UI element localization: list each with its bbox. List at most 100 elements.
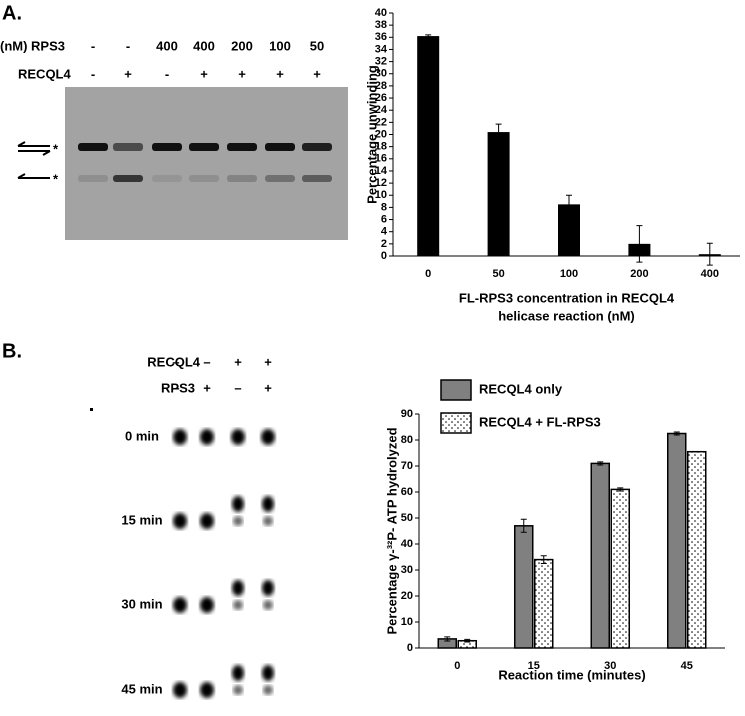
x-tick-label: 15 xyxy=(528,660,540,672)
band xyxy=(189,143,219,151)
spot xyxy=(173,682,187,698)
lane-label: - xyxy=(126,38,130,53)
spot xyxy=(200,597,214,613)
y-tick-label: 36 xyxy=(375,31,387,43)
gel xyxy=(65,87,348,240)
spot xyxy=(173,597,187,613)
y-tick-label: 12 xyxy=(375,177,387,189)
y-tick-label: 90 xyxy=(401,408,413,420)
y-tick-label: 40 xyxy=(401,538,413,550)
y-tick-label: 24 xyxy=(375,104,388,116)
time-label: 30 min xyxy=(121,596,162,611)
lane-label: 400 xyxy=(156,38,178,53)
y-tick-label: 4 xyxy=(381,226,388,238)
error-bar xyxy=(636,225,643,263)
spot xyxy=(232,496,244,512)
band xyxy=(265,143,295,151)
lane-label: + xyxy=(264,380,272,395)
error-bar xyxy=(617,487,624,492)
y-tick-label: 40 xyxy=(375,7,387,19)
spot xyxy=(231,429,245,445)
band xyxy=(113,175,143,182)
spot xyxy=(173,513,187,529)
lane-label: - xyxy=(91,66,95,81)
error-bar xyxy=(673,431,680,436)
lane-label: – xyxy=(172,380,179,395)
x-tick-label: 200 xyxy=(630,268,648,280)
error-bar xyxy=(540,555,547,564)
row-label: (nM) RPS3 xyxy=(0,38,65,53)
y-tick-label: 50 xyxy=(401,512,413,524)
bar xyxy=(590,462,610,649)
error-bar xyxy=(566,194,572,214)
spot xyxy=(173,429,187,445)
error-bar xyxy=(706,242,713,266)
spot xyxy=(262,580,274,596)
y-tick-label: 38 xyxy=(375,19,387,31)
spot xyxy=(233,600,243,610)
y-tick-label: 0 xyxy=(407,642,413,654)
bar xyxy=(487,132,510,256)
y-tick-label: 30 xyxy=(401,564,413,576)
spot xyxy=(263,685,273,695)
y-tick-label: 30 xyxy=(375,68,387,80)
lane-label: + xyxy=(264,354,272,369)
y-tick-label: 10 xyxy=(375,189,387,201)
x-axis-label: helicase reaction (nM) xyxy=(498,308,635,323)
x-tick-label: 50 xyxy=(492,268,504,280)
y-tick-label: 0 xyxy=(381,250,387,262)
x-tick-label: 100 xyxy=(560,268,578,280)
lane-label: – xyxy=(203,354,210,369)
legend-swatch xyxy=(440,412,472,434)
y-axis-label: Percentage unwinding xyxy=(364,65,379,204)
y-tick-label: 80 xyxy=(401,434,413,446)
y-tick-label: 22 xyxy=(375,116,387,128)
bar xyxy=(687,450,707,649)
y-tick-label: 6 xyxy=(381,213,387,225)
x-axis-label: FL-RPS3 concentration in RECQL4 xyxy=(459,290,675,305)
band xyxy=(113,143,143,151)
y-tick-label: 2 xyxy=(381,238,387,250)
row-label: RECQL4 xyxy=(18,66,72,81)
band xyxy=(152,143,182,151)
spot xyxy=(200,513,214,529)
x-tick-label: 45 xyxy=(681,660,693,672)
lane-label: 200 xyxy=(231,38,253,53)
error-bar xyxy=(464,638,471,643)
spot xyxy=(200,429,214,445)
lane-label: 400 xyxy=(193,38,215,53)
y-tick-label: 14 xyxy=(375,165,388,177)
row-label: RECQL4 xyxy=(147,354,201,369)
band xyxy=(78,143,108,151)
spot xyxy=(232,665,244,681)
speck xyxy=(90,408,93,411)
panel-label: A. xyxy=(2,2,22,24)
x-tick-label: 30 xyxy=(604,660,616,672)
y-tick-label: 32 xyxy=(375,56,387,68)
time-label: 15 min xyxy=(121,512,162,527)
x-tick-label: 0 xyxy=(425,268,431,280)
spot xyxy=(262,496,274,512)
lane-label: + xyxy=(203,380,211,395)
lane-label: 100 xyxy=(269,38,291,53)
band xyxy=(265,175,295,182)
legend-label: RECQL4 + FL-RPS3 xyxy=(479,414,601,429)
row-label: RPS3 xyxy=(161,380,195,395)
lane-label: - xyxy=(165,66,169,81)
legend-swatch xyxy=(440,379,472,401)
legend-label: RECQL4 only xyxy=(479,381,563,396)
y-tick-label: 10 xyxy=(401,616,413,628)
error-bar xyxy=(495,123,502,141)
y-tick-label: 70 xyxy=(401,460,413,472)
y-tick-label: 20 xyxy=(375,128,387,140)
y-tick-label: 60 xyxy=(401,486,413,498)
y-tick-label: 34 xyxy=(375,43,388,55)
x-axis-label: Reaction time (minutes) xyxy=(498,667,645,682)
arrows xyxy=(17,141,51,179)
spot xyxy=(263,516,273,526)
error-bar xyxy=(425,34,432,38)
y-tick-label: 18 xyxy=(375,141,387,153)
bar xyxy=(534,558,554,649)
band xyxy=(189,175,219,182)
